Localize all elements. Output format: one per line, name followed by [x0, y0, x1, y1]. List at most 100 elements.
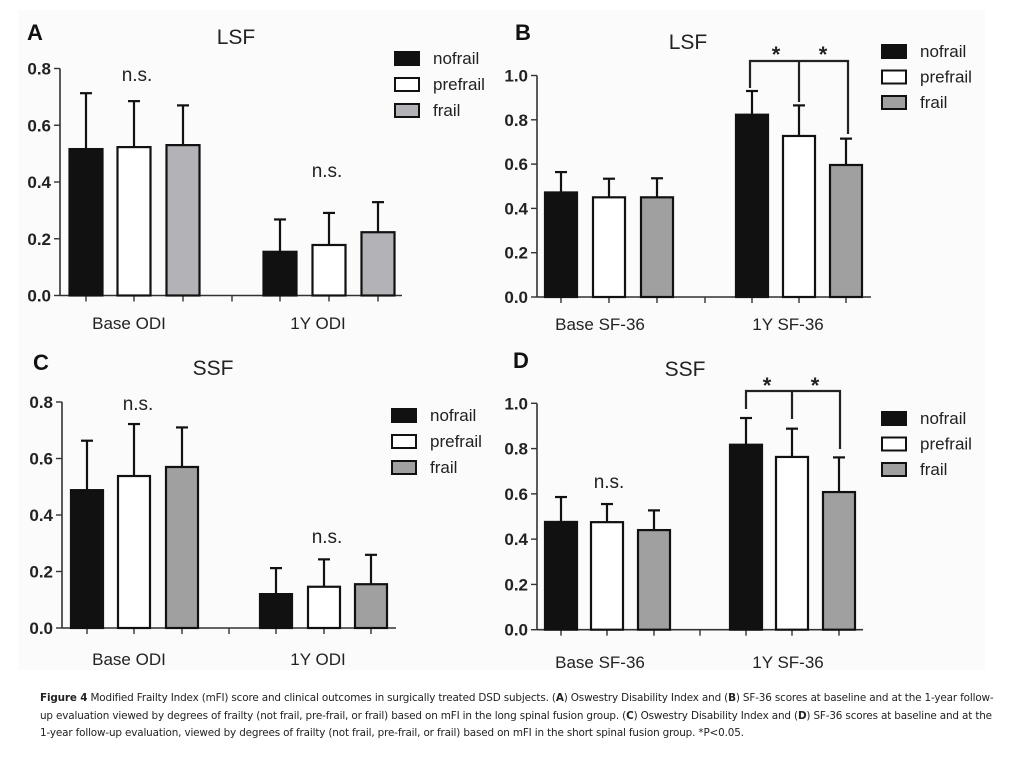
legend-swatch-prefrail: [881, 69, 907, 85]
x-category-label: Base SF-36: [555, 653, 645, 672]
y-tick-label: 0.0: [504, 621, 528, 640]
annotation-significance-star: *: [819, 42, 828, 67]
y-tick-label: 0.4: [29, 506, 53, 525]
y-tick-label: 0.6: [29, 450, 53, 469]
legend-swatch-nofrail: [881, 411, 907, 426]
chart-title: LSF: [669, 31, 708, 54]
y-tick-label: 0.8: [504, 440, 528, 459]
legend-swatch-nofrail: [394, 51, 420, 66]
legend-swatch-nofrail: [881, 44, 907, 59]
caption-segment: ) SF-36 scores at baseline and at the 1-…: [40, 709, 992, 740]
annotation-ns: n.s.: [122, 65, 153, 86]
legend-label: prefrail: [920, 435, 972, 454]
y-tick-label: 0.4: [504, 199, 528, 218]
caption-segment: ) Oswestry Disability Index and (: [633, 709, 799, 722]
bar-nofrail: [262, 250, 298, 297]
bar-frail: [821, 490, 857, 631]
y-tick-label: 0.8: [29, 393, 53, 412]
y-tick-label: 0.2: [27, 230, 51, 249]
bar-prefrail: [591, 196, 627, 299]
bar-nofrail: [258, 592, 294, 630]
bar-prefrail: [306, 585, 342, 630]
y-tick-label: 0.0: [504, 288, 528, 307]
x-category-label: 1Y ODI: [290, 314, 345, 333]
caption-panel-ref: C: [626, 709, 634, 722]
y-tick-label: 0.4: [504, 530, 528, 549]
y-tick-label: 1.0: [504, 394, 528, 413]
significance-bracket: [744, 389, 842, 449]
caption-segment: ) Oswestry Disability Index and (: [563, 692, 729, 704]
y-tick-label: 0.4: [27, 173, 51, 192]
bar-prefrail: [781, 134, 817, 299]
y-tick-label: 0.8: [27, 60, 51, 79]
legend-swatch-frail: [394, 103, 420, 118]
significance-bracket: [748, 59, 850, 134]
legend-label: prefrail: [433, 75, 485, 94]
bar-frail: [636, 528, 672, 631]
legend-label: frail: [430, 458, 457, 477]
legend-label: prefrail: [430, 432, 482, 451]
caption-segment: Modified Frailty Index (mFI) score and c…: [87, 692, 556, 704]
annotation-significance-star: *: [763, 373, 772, 398]
bar-prefrail: [774, 455, 810, 631]
bar-prefrail: [116, 145, 152, 297]
legend-label: frail: [920, 460, 947, 479]
chart-title: LSF: [217, 26, 256, 49]
legend-swatch-prefrail: [391, 434, 417, 449]
annotation-ns: n.s.: [312, 161, 343, 182]
y-tick-label: 0.0: [29, 619, 53, 638]
figure-4: A LSF 0.0 0.2 0.4 0.6 0.8 Base ODI 1Y ODI nofrail…: [27, 20, 972, 672]
panel-letter: D: [513, 348, 529, 373]
annotation-ns: n.s.: [594, 472, 625, 493]
bar-frail: [360, 231, 396, 297]
figure-caption: Figure 4 Modified Frailty Index (mFI) sc…: [40, 690, 1000, 743]
x-category-label: Base SF-36: [555, 315, 645, 334]
bar-nofrail: [734, 113, 770, 299]
annotation-ns: n.s.: [312, 527, 343, 548]
legend-label: nofrail: [433, 49, 479, 68]
caption-text: Modified Frailty Index (mFI) score and c…: [40, 692, 994, 739]
y-tick-label: 0.2: [504, 575, 528, 594]
chart-title: SSF: [665, 358, 706, 381]
y-tick-label: 1.0: [504, 67, 528, 86]
bar-frail: [164, 465, 200, 630]
caption-segment: ) SF-36 scores at baseline and at the 1-…: [40, 692, 994, 722]
legend-label: frail: [433, 101, 460, 120]
caption-panel-ref: A: [555, 692, 564, 704]
legend-swatch-nofrail: [391, 408, 417, 423]
bar-nofrail: [68, 147, 104, 297]
panel-d: D SSF 0.0 0.2 0.4 0.6 0.8 1.0 Base SF-36 1Y SF-36…: [504, 348, 972, 672]
caption-panel-ref: B: [728, 692, 736, 704]
annotation-significance-star: *: [811, 373, 820, 398]
y-tick-label: 0.2: [504, 244, 528, 263]
x-category-label: Base ODI: [92, 650, 166, 669]
bar-frail: [165, 144, 201, 297]
y-tick-label: 0.8: [504, 111, 528, 130]
panel-c: C SSF 0.0 0.2 0.4 0.6 0.8 Base ODI 1Y ODI nofrail…: [29, 350, 482, 669]
legend-swatch-frail: [881, 95, 907, 110]
caption-label: Figure 4: [40, 692, 88, 704]
legend-swatch-prefrail: [881, 436, 907, 452]
panel-a: A LSF 0.0 0.2 0.4 0.6 0.8 Base ODI 1Y ODI nofrail…: [27, 20, 485, 333]
x-category-label: 1Y SF-36: [752, 653, 824, 672]
panel-b: B LSF 0.0 0.2 0.4 0.6 0.8 1.0 Base SF-36 1Y SF-36…: [504, 20, 972, 334]
legend-swatch-frail: [391, 460, 417, 475]
legend-label: nofrail: [920, 409, 966, 428]
bar-frail: [639, 196, 675, 299]
panel-letter: C: [33, 350, 49, 375]
bar-nofrail: [543, 191, 579, 299]
legend-swatch-prefrail: [394, 77, 420, 92]
y-tick-label: 0.6: [504, 485, 528, 504]
legend-label: nofrail: [430, 406, 476, 425]
x-category-label: 1Y ODI: [290, 650, 345, 669]
bar-nofrail: [543, 520, 579, 631]
y-tick-label: 0.6: [27, 116, 51, 135]
legend-label: prefrail: [920, 68, 972, 87]
bar-prefrail: [116, 474, 152, 630]
bar-frail: [828, 163, 864, 299]
chart-title: SSF: [193, 357, 234, 380]
x-category-label: 1Y SF-36: [752, 315, 824, 334]
bar-nofrail: [728, 443, 764, 631]
bar-prefrail: [589, 521, 625, 631]
annotation-significance-star: *: [772, 42, 781, 67]
